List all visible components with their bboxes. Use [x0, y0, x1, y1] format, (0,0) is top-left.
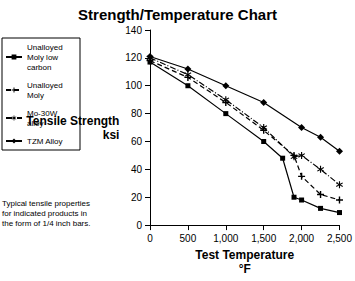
svg-text:60: 60: [131, 136, 143, 147]
svg-text:0: 0: [136, 220, 142, 231]
svg-text:°F: °F: [239, 262, 251, 276]
svg-text:40: 40: [131, 164, 143, 175]
svg-text:Moly low: Moly low: [27, 53, 60, 62]
svg-text:Unalloyed: Unalloyed: [27, 81, 65, 90]
svg-text:TZM Alloy: TZM Alloy: [27, 137, 63, 146]
svg-text:Strength/Temperature Chart: Strength/Temperature Chart: [78, 6, 277, 23]
svg-text:80: 80: [131, 108, 143, 119]
svg-text:the form of 1/4 inch bars.: the form of 1/4 inch bars.: [2, 219, 91, 228]
svg-text:140: 140: [125, 25, 142, 36]
svg-text:carbon: carbon: [27, 63, 51, 72]
svg-text:Mo-30W: Mo-30W: [27, 109, 59, 118]
svg-text:alloy: alloy: [27, 119, 43, 128]
svg-text:2,500: 2,500: [327, 233, 352, 244]
svg-text:20: 20: [131, 192, 143, 203]
svg-text:Typical tensile properties: Typical tensile properties: [2, 199, 92, 208]
svg-text:2,000: 2,000: [289, 233, 314, 244]
svg-text:Moly: Moly: [27, 91, 44, 100]
svg-text:ksi: ksi: [103, 128, 120, 142]
svg-text:100: 100: [125, 80, 142, 91]
svg-text:120: 120: [125, 52, 142, 63]
svg-text:Test Temperature: Test Temperature: [195, 248, 294, 262]
svg-text:500: 500: [180, 233, 197, 244]
svg-text:for indicated products in: for indicated products in: [2, 209, 89, 218]
svg-text:1,000: 1,000: [213, 233, 238, 244]
svg-text:1,500: 1,500: [251, 233, 276, 244]
svg-text:Unalloyed: Unalloyed: [27, 43, 65, 52]
svg-text:0: 0: [147, 233, 153, 244]
